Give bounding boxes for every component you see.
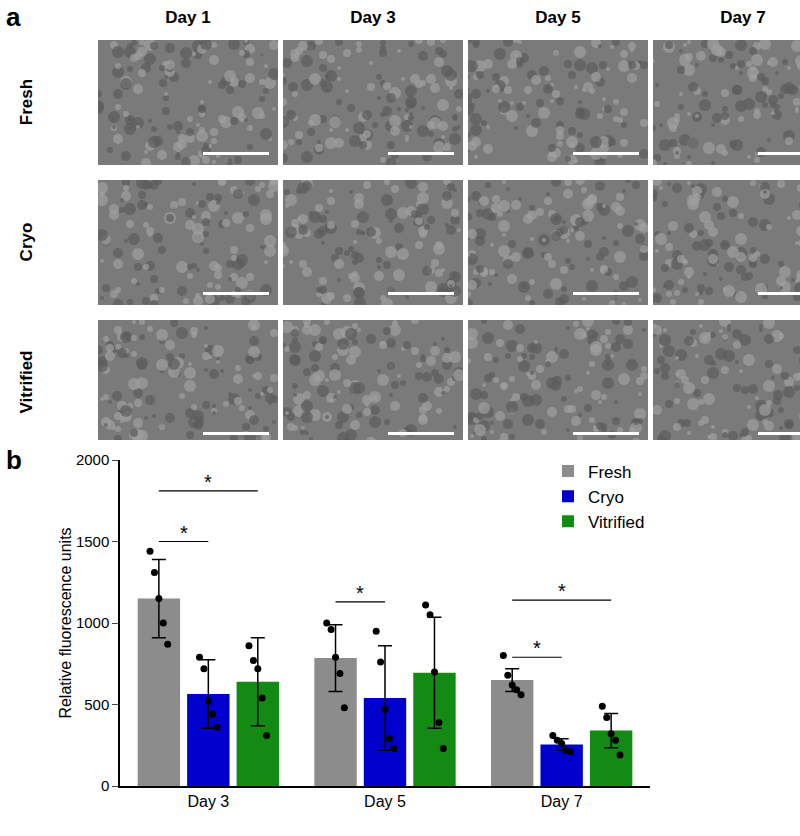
svg-text:Day 3: Day 3 <box>187 793 229 810</box>
svg-text:*: * <box>533 637 541 659</box>
html-text:Day 7: Day 7 <box>720 8 766 27</box>
svg-text:2000: 2000 <box>76 451 109 468</box>
svg-text:1000: 1000 <box>76 614 109 631</box>
svg-text:0: 0 <box>101 777 109 794</box>
html-text:Cryo: Cryo <box>16 222 36 262</box>
html-text:Day 3: Day 3 <box>350 8 396 27</box>
svg-text:500: 500 <box>84 696 109 713</box>
svg-text:Vitrified: Vitrified <box>588 513 644 532</box>
svg-text:*: * <box>204 471 212 493</box>
svg-text:*: * <box>558 580 566 602</box>
svg-text:Day 7: Day 7 <box>541 793 583 810</box>
html-text:b: b <box>6 445 22 475</box>
svg-text:Day 5: Day 5 <box>364 793 406 810</box>
svg-text:*: * <box>356 582 364 604</box>
html-text:Vitrified: Vitrified <box>16 350 36 414</box>
svg-text:*: * <box>180 522 188 544</box>
svg-text:Relative fluorescence units: Relative fluorescence units <box>57 527 74 718</box>
html-text:a: a <box>6 2 21 32</box>
html-text:Fresh: Fresh <box>16 78 36 126</box>
svg-text:Fresh: Fresh <box>588 463 631 482</box>
svg-text:Cryo: Cryo <box>588 488 624 507</box>
html-text:Day 1: Day 1 <box>165 8 211 27</box>
svg-text:1500: 1500 <box>76 533 109 550</box>
html-text:Day 5: Day 5 <box>535 8 581 27</box>
